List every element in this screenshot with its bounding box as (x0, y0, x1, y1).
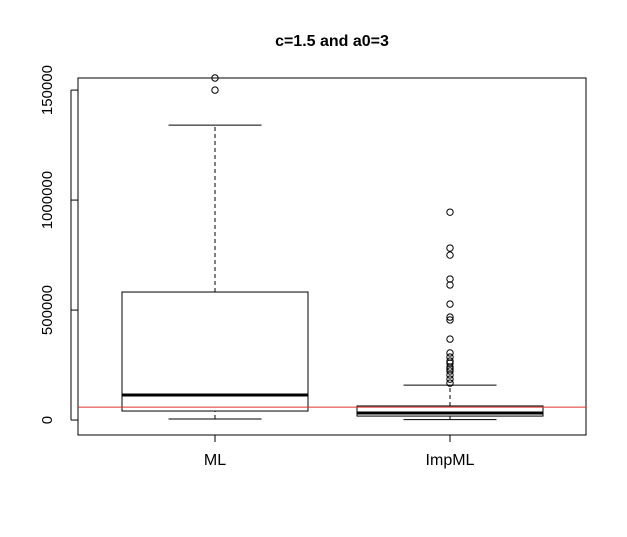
outlier (211, 86, 219, 94)
outlier (446, 313, 454, 321)
outlier (446, 375, 454, 383)
outlier (446, 363, 454, 371)
y-tick-label: 1000000 (39, 171, 56, 229)
box (356, 405, 544, 417)
outlier (446, 300, 454, 308)
outlier (446, 367, 454, 375)
outlier (446, 208, 454, 216)
outlier (211, 74, 219, 82)
outlier (446, 371, 454, 379)
x-tick-label: ML (204, 452, 226, 469)
outlier (446, 335, 454, 343)
outlier (446, 316, 454, 324)
outlier (446, 251, 454, 259)
plot-frame (77, 77, 587, 436)
outlier (446, 379, 454, 387)
outlier (446, 244, 454, 252)
box (121, 291, 309, 412)
y-tick-label: 500000 (39, 285, 56, 335)
x-tick-label: ImpML (426, 452, 475, 469)
y-tick-label: 0 (39, 416, 56, 424)
outlier (446, 349, 454, 357)
outlier (446, 281, 454, 289)
y-tick-label: 150000 (39, 65, 56, 115)
chart-title: c=1.5 and a0=3 (275, 33, 389, 50)
